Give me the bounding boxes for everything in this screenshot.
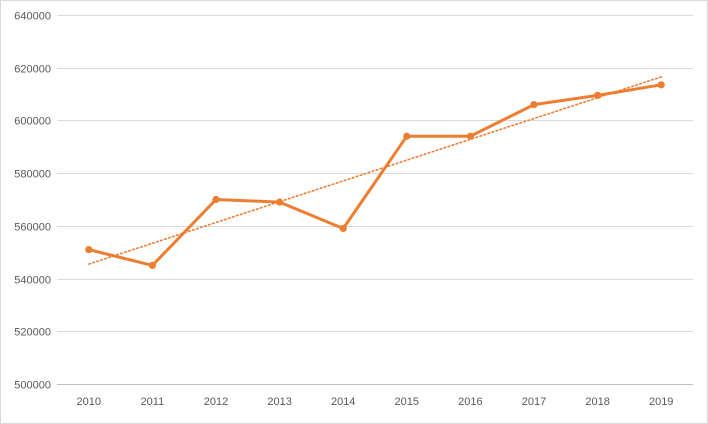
data-point-2013	[276, 198, 284, 206]
data-point-2012	[212, 195, 220, 204]
x-axis-tick-labels: 2010 2011 2012 2013 2014 2015 2016 2017 2018 2019	[77, 396, 674, 408]
data-point-2018	[594, 91, 602, 99]
x-tick-label: 2015	[395, 396, 419, 408]
x-tick-label: 2014	[331, 396, 355, 408]
y-tick-label: 600000	[14, 116, 51, 128]
x-tick-label: 2018	[585, 396, 609, 408]
gridlines	[57, 15, 693, 385]
series-layer	[85, 81, 665, 269]
y-tick-label: 560000	[14, 222, 51, 234]
y-tick-label: 540000	[14, 275, 51, 287]
trendline-layer	[88, 76, 663, 265]
x-tick-label: 2013	[267, 396, 291, 408]
x-tick-label: 2012	[204, 396, 228, 408]
x-tick-label: 2011	[141, 396, 165, 408]
x-tick-label: 2010	[77, 396, 101, 408]
y-tick-label: 640000	[14, 11, 51, 23]
linear-trendline	[88, 76, 663, 265]
data-point-2015	[403, 132, 411, 140]
data-point-2014	[339, 224, 347, 233]
data-point-2011	[148, 261, 156, 269]
y-tick-label: 520000	[14, 327, 51, 339]
data-point-2016	[466, 132, 474, 140]
y-tick-label: 620000	[14, 64, 51, 76]
y-tick-label: 580000	[14, 169, 51, 181]
series-line	[87, 83, 663, 267]
y-axis-tick-labels: 500000 520000 540000 560000 580000 600000 6200…	[14, 11, 51, 392]
x-tick-label: 2017	[522, 396, 546, 408]
y-tick-label: 500000	[14, 380, 51, 392]
x-tick-label: 2019	[649, 396, 673, 408]
x-tick-label: 2016	[458, 396, 482, 408]
data-point-2017	[530, 101, 538, 109]
data-point-2019	[657, 81, 665, 89]
data-point-2010	[85, 245, 93, 254]
